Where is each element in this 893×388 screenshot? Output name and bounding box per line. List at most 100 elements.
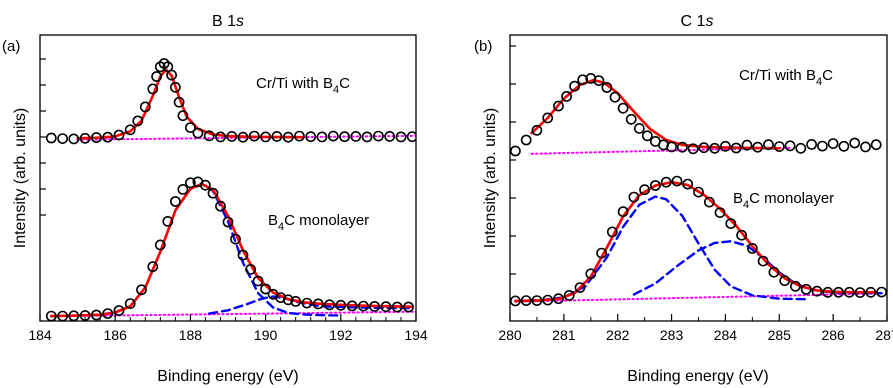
data-point-data-upper — [339, 131, 350, 143]
x-tick-label: 281 — [552, 327, 576, 343]
data-point-data-upper — [166, 69, 177, 81]
data-point-data-lower — [245, 263, 256, 275]
data-point-data-upper — [773, 141, 785, 152]
data-point-data-lower — [207, 187, 219, 199]
data-point-data-upper — [248, 130, 260, 142]
data-point-data-lower — [822, 286, 834, 298]
data-point-data-lower — [553, 293, 564, 305]
data-point-data-upper — [553, 100, 564, 112]
data-point-data-upper — [806, 138, 817, 150]
data-point-data-lower — [779, 275, 791, 287]
data-point-data-lower — [682, 178, 694, 190]
fit-line-fit_lower — [514, 180, 878, 303]
panel-a-label: (a) — [2, 38, 20, 55]
data-point-data-lower — [335, 299, 347, 311]
data-point-data-lower — [703, 196, 715, 208]
data-point-data-upper — [260, 131, 271, 143]
data-point-data-upper — [860, 141, 871, 153]
data-point-data-upper — [68, 133, 80, 145]
data-point-data-upper — [795, 142, 807, 154]
data-point-data-lower — [542, 294, 554, 306]
panel-a-title: B 1s — [212, 13, 244, 30]
data-point-data-lower — [169, 196, 181, 207]
panel-b-plot — [510, 73, 887, 307]
data-point-data-lower — [617, 206, 629, 218]
data-point-data-upper — [215, 131, 226, 143]
data-point-data-upper — [752, 141, 764, 153]
data-point-data-lower — [380, 301, 392, 313]
panel-b-annotation-lower: B4C monolayer — [733, 190, 834, 211]
data-point-data-lower — [876, 286, 887, 298]
data-point-data-lower — [757, 255, 769, 267]
data-point-data-upper — [173, 96, 185, 108]
data-point-data-upper — [192, 127, 204, 139]
data-point-data-upper — [184, 122, 196, 133]
data-point-data-upper — [406, 131, 416, 143]
data-point-data-lower — [113, 305, 125, 316]
data-point-data-upper — [641, 130, 653, 142]
data-point-data-lower — [628, 191, 640, 203]
panel-a-axes: 184 186 188 190 192 194 — [28, 58, 428, 343]
data-point-data-lower — [369, 300, 380, 312]
x-tick-label: 192 — [329, 327, 353, 343]
data-point-data-upper — [593, 75, 605, 86]
data-point-data-lower — [124, 298, 136, 309]
data-point-data-lower — [714, 207, 726, 218]
data-point-data-upper — [282, 131, 294, 143]
data-point-data-lower — [301, 297, 313, 309]
data-point-data-lower — [639, 184, 650, 196]
data-point-data-upper — [666, 141, 677, 153]
component-line-component_lower_1 — [514, 195, 808, 303]
data-point-data-lower — [391, 301, 403, 313]
data-point-data-lower — [222, 216, 234, 228]
data-point-data-upper — [237, 131, 249, 143]
data-point-data-lower — [199, 179, 211, 191]
panel-b-ylabel: Intensity (arb. units) — [482, 108, 499, 249]
data-point-data-lower — [800, 283, 812, 295]
data-point-data-upper — [838, 140, 850, 152]
panel-b-axes: 280 281 282 283 284 285 286 287 — [498, 45, 893, 343]
fit-line-fit_upper — [530, 78, 781, 150]
panel-b1s: (a) B 1s Intensity (arb. units) Binding … — [2, 13, 428, 385]
data-point-data-upper — [698, 142, 710, 154]
data-point-data-lower — [843, 286, 855, 298]
data-point-data-lower — [520, 295, 532, 306]
data-point-data-upper — [293, 130, 305, 142]
panel-b-title: C 1s — [681, 13, 714, 30]
panel-a-annotation-upper: Cr/Ti with B4C — [256, 75, 350, 96]
data-point-data-upper — [676, 141, 688, 153]
data-point-data-lower — [260, 283, 271, 295]
data-point-data-lower — [606, 226, 618, 238]
data-point-data-upper — [520, 134, 532, 146]
panel-a-frame — [39, 34, 417, 322]
data-point-data-upper — [372, 130, 384, 142]
data-point-data-lower — [747, 242, 758, 254]
panel-a-ylabel: Intensity (arb. units) — [12, 108, 29, 249]
data-point-data-upper — [531, 124, 543, 136]
data-point-data-lower — [585, 268, 597, 280]
data-point-data-upper — [102, 131, 114, 143]
fit-line-fit_upper — [76, 68, 305, 140]
data-point-data-upper — [327, 130, 339, 142]
data-point-data-upper — [91, 132, 102, 143]
data-point-data-upper — [617, 102, 629, 114]
x-tick-label: 280 — [498, 327, 522, 343]
data-point-data-upper — [709, 142, 721, 154]
data-point-data-upper — [633, 122, 645, 134]
panel-a-plot — [45, 58, 416, 321]
x-tick-label: 188 — [179, 327, 203, 343]
data-point-data-lower — [833, 286, 844, 298]
x-tick-label: 190 — [254, 327, 278, 343]
data-point-data-upper — [827, 138, 839, 149]
data-point-data-lower — [768, 266, 780, 278]
panel-c1s: (b) C 1s Intensity (arb. units) Binding … — [474, 13, 893, 385]
data-point-data-upper — [361, 131, 373, 143]
x-tick-label: 194 — [404, 327, 428, 343]
data-point-data-upper — [687, 143, 699, 155]
x-tick-label: 284 — [714, 327, 738, 343]
fit-line-fit_lower — [49, 182, 414, 318]
data-point-data-lower — [230, 233, 241, 245]
data-point-data-upper — [730, 142, 742, 154]
data-point-data-upper — [271, 130, 283, 142]
data-point-data-lower — [346, 300, 358, 312]
